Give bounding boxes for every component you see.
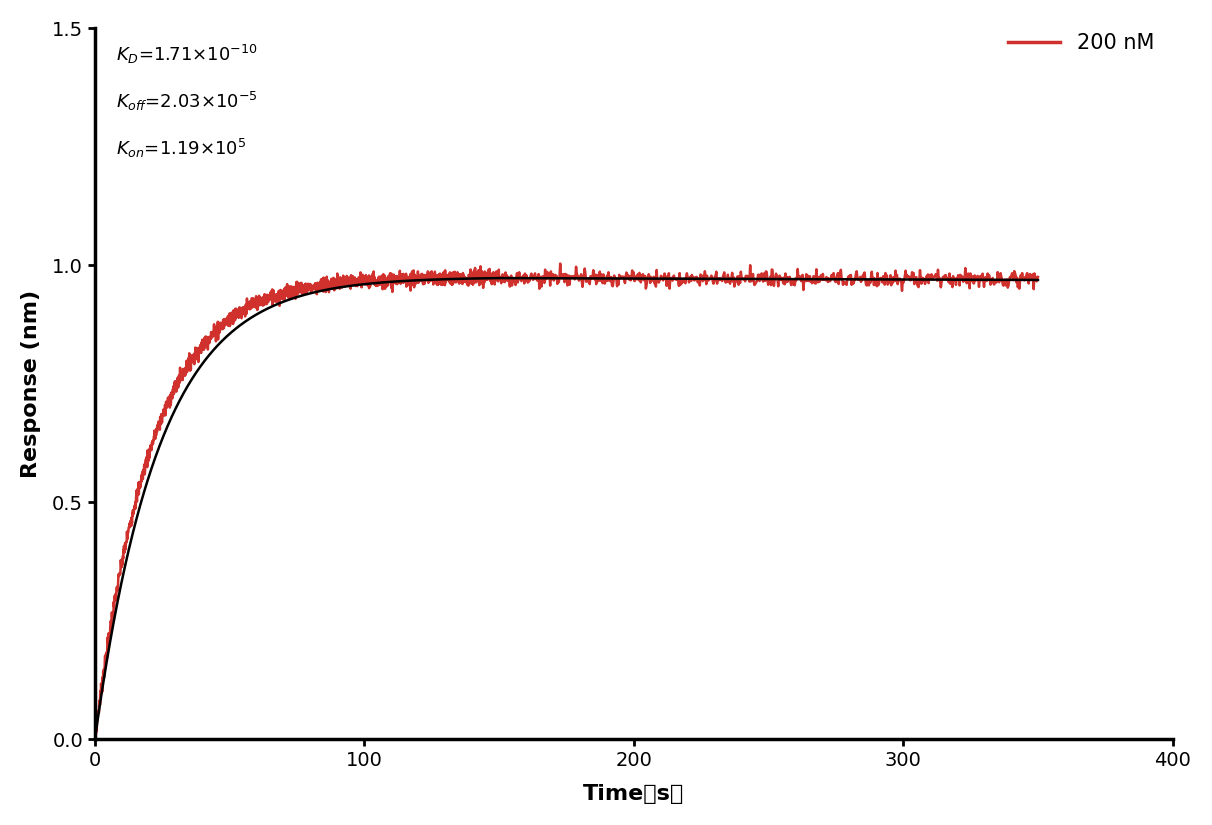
200 nM [256,293,270,303]
Text: $K_{off}$=2.03×10$^{-5}$: $K_{off}$=2.03×10$^{-5}$ [116,90,258,113]
200 nM [150,427,165,436]
200 nM [433,272,447,282]
200 nM [553,259,567,269]
200 nM [252,293,267,303]
Legend: 200 nM: 200 nM [1000,25,1162,61]
Y-axis label: Response (nm): Response (nm) [21,290,41,478]
200 nM [424,270,439,280]
200 nM [833,270,847,280]
Line: 200 nM: 200 nM [95,264,1037,739]
200 nM [88,734,103,744]
X-axis label: Time（s）: Time（s） [583,785,685,804]
200 nM [1030,272,1045,282]
Text: $K_{D}$=1.71×10$^{-10}$: $K_{D}$=1.71×10$^{-10}$ [116,43,258,66]
200 nM [87,728,102,738]
Text: $K_{on}$=1.19×10$^{5}$: $K_{on}$=1.19×10$^{5}$ [116,138,247,161]
